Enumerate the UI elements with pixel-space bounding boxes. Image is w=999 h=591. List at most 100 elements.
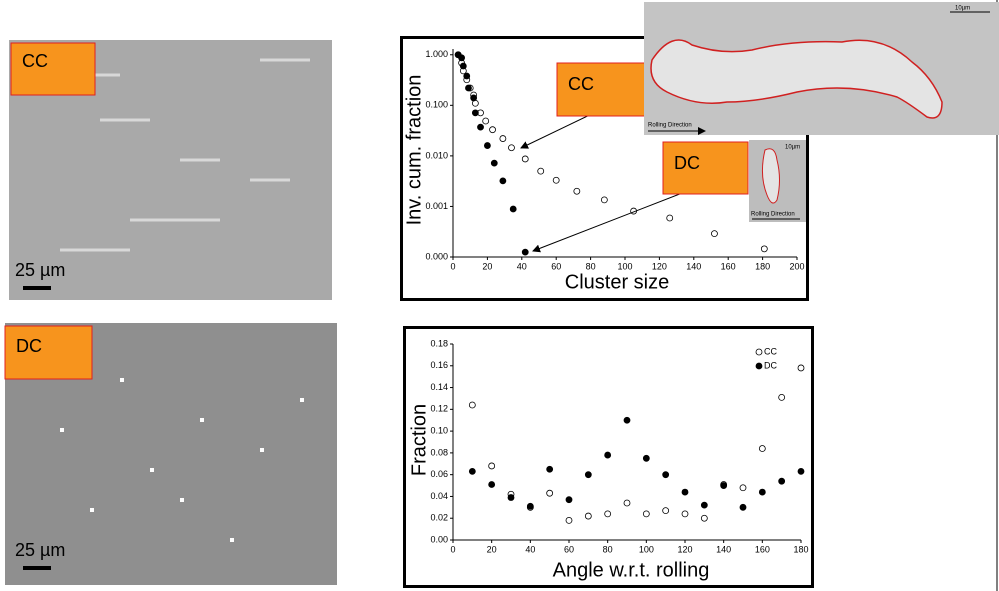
y-tick-label: 0.04 — [430, 491, 448, 501]
marker — [488, 462, 496, 470]
y-tick-label: 0.010 — [425, 150, 448, 160]
x-axis-title: Angle w.r.t. rolling — [553, 559, 710, 581]
x-tick-label: 80 — [586, 261, 596, 271]
marker — [711, 230, 718, 238]
marker — [509, 205, 517, 213]
marker — [797, 364, 805, 372]
marker — [623, 499, 631, 507]
marker — [662, 507, 670, 515]
y-tick-label: 1.000 — [425, 49, 448, 59]
marker — [546, 489, 554, 497]
x-tick-label: 100 — [639, 544, 654, 554]
marker — [778, 393, 786, 401]
marker — [573, 187, 581, 195]
chart: 0.000 0.001 0.010 0.100 1.000 0 20 40 60 80 100 120… — [403, 49, 805, 293]
x-tick-label: 60 — [564, 544, 574, 554]
x-tick-label: 120 — [652, 261, 667, 271]
marker — [458, 54, 466, 62]
panel-label-box — [4, 325, 93, 380]
marker — [584, 512, 592, 520]
y-tick-label: 0.12 — [430, 404, 448, 414]
marker — [477, 123, 484, 131]
marker — [623, 416, 631, 424]
scale-bar-label: 25 µm — [15, 260, 65, 280]
marker — [490, 159, 498, 167]
marker — [666, 214, 674, 222]
x-tick-label: 40 — [525, 544, 535, 554]
marker — [482, 117, 490, 125]
x-tick-label: 0 — [450, 261, 455, 271]
y-tick-label: 0.06 — [430, 469, 448, 479]
legend-label: CC — [764, 346, 777, 356]
marker — [488, 481, 496, 488]
x-tick-label: 20 — [487, 544, 497, 554]
marker — [521, 155, 529, 163]
marker — [465, 84, 472, 92]
y-tick-label: 0.000 — [425, 251, 448, 261]
marker — [662, 471, 670, 479]
marker — [483, 142, 491, 149]
annotation: DC — [674, 153, 700, 173]
marker — [642, 510, 650, 518]
marker — [546, 465, 554, 473]
marker — [760, 245, 768, 253]
annotation: CC — [568, 74, 594, 94]
y-tick-label: 0.10 — [430, 425, 448, 435]
x-tick-label: 160 — [755, 544, 770, 554]
x-tick-label: 140 — [686, 261, 701, 271]
inset-outline — [761, 148, 780, 204]
marker — [739, 484, 747, 492]
marker — [537, 167, 545, 175]
marker — [604, 510, 612, 518]
inset-outline — [650, 39, 943, 119]
texture — [60, 378, 304, 542]
x-tick-label: 0 — [450, 544, 455, 554]
arrow — [532, 189, 691, 253]
x-tick-label: 40 — [517, 261, 527, 271]
marker — [642, 454, 650, 462]
marker — [468, 467, 476, 475]
marker — [778, 477, 786, 485]
marker — [565, 517, 573, 524]
marker — [552, 176, 560, 184]
scale-bar-label: 25 µm — [15, 540, 65, 560]
marker — [471, 109, 479, 117]
x-axis-title: Cluster size — [565, 271, 669, 293]
marker — [521, 248, 529, 256]
marker — [508, 144, 515, 152]
x-tick-label: 20 — [482, 261, 492, 271]
marker — [700, 514, 708, 522]
inset-scale: 10µm — [955, 6, 970, 12]
x-tick-label: 60 — [551, 261, 561, 271]
marker — [468, 401, 476, 409]
x-tick-label: 120 — [677, 544, 692, 554]
marker — [758, 445, 766, 452]
inset-direction: Rolling Direction — [648, 123, 692, 129]
inset-scale: 10µm — [785, 145, 800, 151]
inset-direction: Rolling Direction — [751, 212, 795, 218]
marker — [720, 482, 728, 489]
y-tick-label: 0.100 — [425, 100, 448, 110]
x-tick-label: 100 — [617, 261, 632, 271]
y-tick-label: 0.08 — [430, 447, 448, 457]
y-tick-label: 0.02 — [430, 513, 448, 523]
y-tick-label: 0.001 — [425, 201, 448, 211]
marker — [739, 503, 747, 511]
scale-bar — [23, 286, 51, 290]
marker — [463, 72, 471, 80]
marker — [600, 196, 608, 204]
marker — [584, 471, 592, 479]
marker — [700, 501, 708, 509]
y-tick-label: 0.18 — [430, 338, 448, 348]
panel-label-box — [10, 42, 96, 96]
marker — [681, 510, 689, 518]
x-tick-label: 80 — [603, 544, 613, 554]
y-tick-label: 0.16 — [430, 360, 448, 370]
panel-label: DC — [16, 336, 42, 356]
marker — [507, 494, 515, 501]
legend-marker — [755, 362, 763, 370]
marker — [499, 135, 507, 142]
annotation-box — [662, 141, 749, 195]
legend-label: DC — [764, 360, 777, 370]
